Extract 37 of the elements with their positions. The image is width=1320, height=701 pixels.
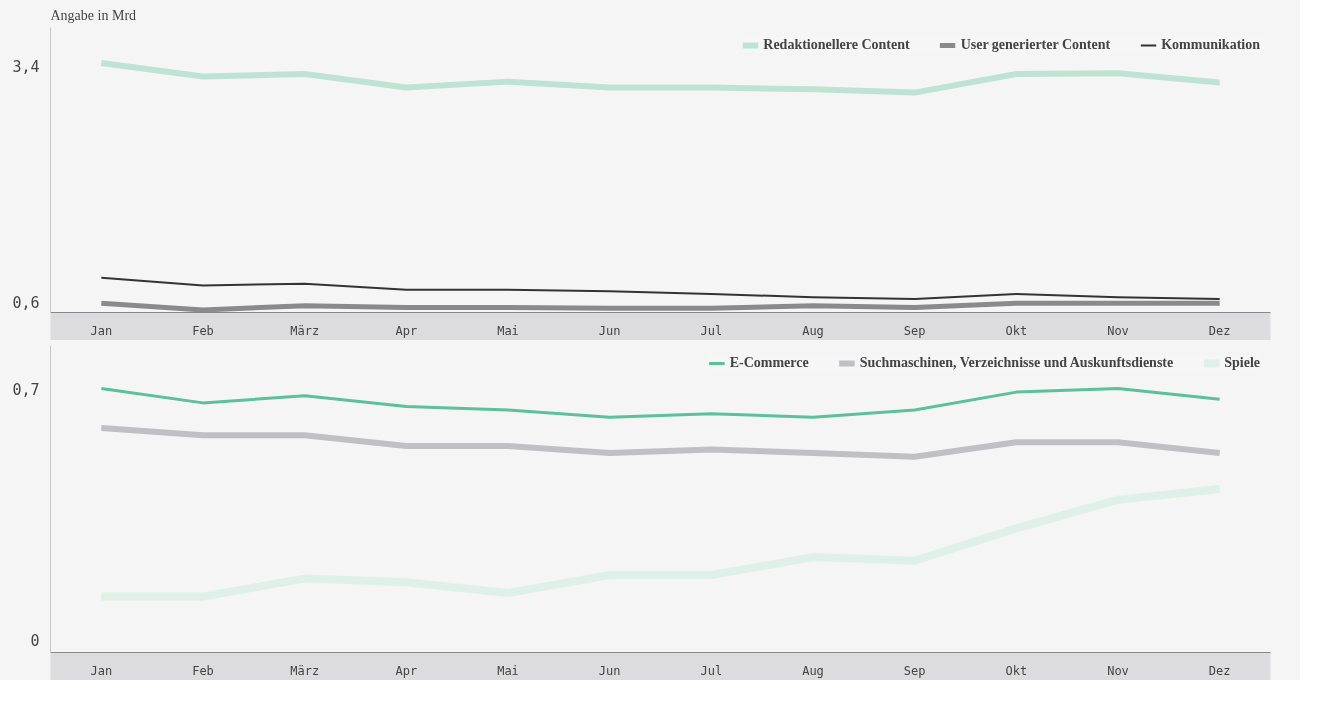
x-tick-label: Jun [598,663,621,678]
x-tick-label: Jan [90,663,113,678]
x-tick-label: Feb [192,323,214,338]
x-tick-label: Aug [802,663,824,678]
x-tick-label: Sep [903,663,926,678]
legend-label: E-Commerce [729,355,809,371]
legend-label: Redaktionellere Content [763,37,910,53]
x-tick-label: März [290,323,320,338]
x-tick-label: Feb [192,663,214,678]
x-tick-label: Apr [395,663,418,678]
x-tick-label: Apr [395,323,418,338]
x-tick-label: Okt [1005,323,1028,338]
legend-label: Suchmaschinen, Verzeichnisse und Auskunftsdienste [859,355,1174,371]
x-tick-label: Mai [497,323,519,338]
x-tick-label: Nov [1107,323,1129,338]
line-series [100,276,1221,300]
y-axis-title: Angabe in Mrd [50,7,137,23]
x-tick-label: Jul [700,663,723,678]
x-tick-label: Okt [1005,663,1028,678]
legend-label: User generierter Content [960,37,1111,53]
x-tick-label: Mai [497,663,519,678]
x-tick-label: Aug [802,323,824,338]
x-tick-label: Jul [700,323,723,338]
y-tick-label: 0 [30,631,40,650]
line-series [99,387,1222,419]
x-tick-label: März [290,663,320,678]
y-tick-label: 3,4 [12,57,40,76]
x-tick-label: Sep [903,323,926,338]
x-tick-label: Jan [90,323,113,338]
x-tick-label: Jun [598,323,621,338]
legend-label: Kommunikation [1161,37,1260,53]
y-tick-label: 0,7 [12,380,40,399]
x-tick-label: Dez [1208,663,1231,678]
legend-label: Spiele [1224,355,1260,371]
x-tick-label: Nov [1107,663,1129,678]
x-tick-label: Dez [1208,323,1231,338]
y-tick-label: 0,6 [12,294,40,313]
